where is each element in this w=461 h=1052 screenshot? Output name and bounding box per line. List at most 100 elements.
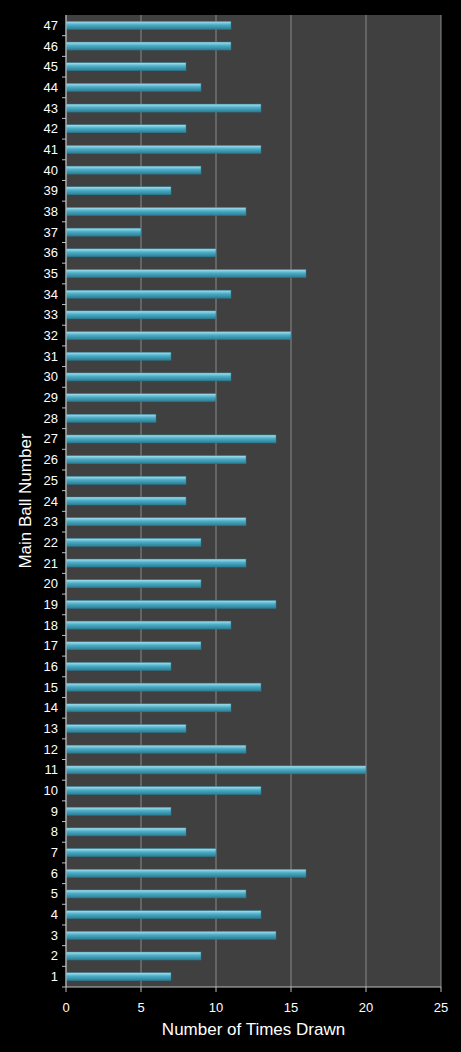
category-label: 10 [44,783,58,798]
tick-label: 15 [284,1000,298,1015]
category-label: 44 [44,80,58,95]
bar [66,766,366,774]
category-tick [62,304,66,305]
y-axis-title: Main Ball Number [16,433,35,568]
category-tick [62,552,66,553]
category-label: 38 [44,204,58,219]
bar [66,869,306,877]
tick-label: 10 [209,1000,223,1015]
grid-line [291,15,292,987]
bar [66,373,231,381]
category-tick [62,325,66,326]
tick-label: 5 [137,1000,144,1015]
bar [66,911,261,919]
bar [66,952,201,960]
category-tick [62,883,66,884]
bar [66,828,186,836]
category-tick [62,366,66,367]
category-label: 30 [44,369,58,384]
category-label: 3 [51,928,58,943]
category-label: 23 [44,514,58,529]
category-label: 25 [44,473,58,488]
bar [66,332,291,340]
category-tick [62,428,66,429]
bar [66,394,216,402]
category-label: 13 [44,721,58,736]
bar [66,290,231,298]
bar [66,83,201,91]
bar [66,456,246,464]
category-label: 36 [44,245,58,260]
tick-mark [216,987,217,992]
bar [66,559,246,567]
category-label: 19 [44,597,58,612]
bar [66,580,201,588]
tick-label: 0 [62,1000,69,1015]
category-tick [62,242,66,243]
bar [66,662,171,670]
category-tick [62,77,66,78]
tick-mark [291,987,292,992]
chart-container: 0510152025123456789101112131415161718192… [0,0,461,1052]
bar [66,931,276,939]
category-label: 32 [44,328,58,343]
grid-line [216,15,217,987]
category-label: 8 [51,824,58,839]
category-tick [62,800,66,801]
category-tick [62,511,66,512]
category-tick [62,780,66,781]
category-tick [62,201,66,202]
category-label: 7 [51,845,58,860]
x-axis-title: Number of Times Drawn [162,1020,345,1039]
category-label: 43 [44,101,58,116]
category-tick [62,987,66,988]
category-tick [62,945,66,946]
bar [66,228,141,236]
category-label: 40 [44,163,58,178]
category-label: 46 [44,39,58,54]
bar [66,414,156,422]
y-axis-line [66,15,67,987]
category-label: 20 [44,576,58,591]
category-tick [62,676,66,677]
category-tick [62,862,66,863]
category-label: 35 [44,266,58,281]
category-label: 28 [44,411,58,426]
category-tick [62,532,66,533]
category-tick [62,759,66,760]
category-tick [62,718,66,719]
bar [66,145,261,153]
bar [66,600,276,608]
grid-line [441,15,442,987]
category-tick [62,283,66,284]
grid-line [66,15,67,987]
bar [66,21,231,29]
bar [66,642,201,650]
category-label: 29 [44,390,58,405]
bar [66,497,186,505]
bar [66,849,216,857]
category-tick [62,635,66,636]
category-label: 33 [44,307,58,322]
bar [66,973,171,981]
bar [66,311,216,319]
category-label: 4 [51,907,58,922]
tick-mark [141,987,142,992]
bar [66,518,246,526]
tick-label: 25 [434,1000,448,1015]
category-label: 21 [44,556,58,571]
tick-mark [366,987,367,992]
bar [66,249,216,257]
bar [66,63,186,71]
bar [66,187,171,195]
category-label: 6 [51,866,58,881]
bars [66,21,366,980]
category-label: 45 [44,59,58,74]
category-label: 1 [51,969,58,984]
bar [66,683,261,691]
grid-line [366,15,367,987]
bar [66,104,261,112]
category-tick [62,97,66,98]
category-tick [62,118,66,119]
category-tick [62,387,66,388]
